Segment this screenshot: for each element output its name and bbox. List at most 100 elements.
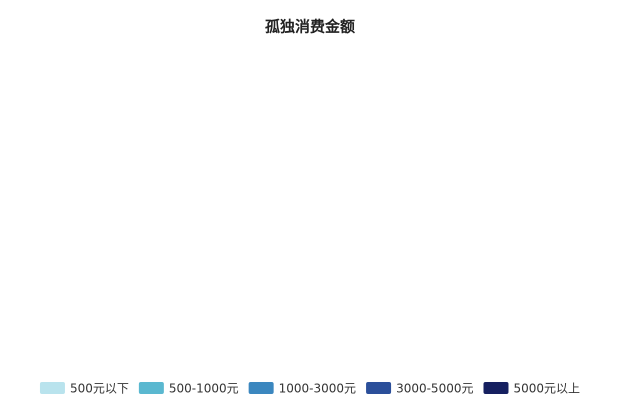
icon-segment: [164, 121, 190, 166]
icon-segment: [314, 310, 340, 355]
icon-segment: [74, 121, 100, 166]
icon-segment: [554, 247, 580, 292]
icon-segment: [74, 58, 100, 103]
icon-segment: [14, 121, 40, 166]
legend-label: 1000-3000元: [279, 382, 356, 396]
icon-segment: [194, 184, 220, 229]
legend-swatch: [39, 382, 65, 394]
icon-grid: [14, 58, 610, 355]
icon-segment: [134, 247, 160, 292]
icon-segment: [44, 247, 70, 292]
legend-label: 500-1000元: [169, 382, 239, 396]
icon-segment: [104, 310, 130, 355]
icon-segment: [224, 247, 250, 292]
legend-swatch: [483, 382, 509, 394]
icon-segment: [254, 184, 280, 229]
icon-segment: [104, 184, 130, 229]
icon-segment: [314, 247, 340, 292]
legend-swatch: [366, 382, 392, 394]
icon-segment: [326, 58, 340, 103]
icon-segment: [404, 121, 430, 166]
icon-segment: [344, 121, 370, 166]
legend: 500元以下 500-1000元 1000-3000元 3000-5000元 5000元…: [39, 382, 580, 396]
icon-segment: [194, 310, 220, 355]
icon-segment: [554, 310, 580, 355]
icon-segment: [584, 58, 610, 103]
icon-segment: [464, 247, 490, 292]
icon-segment: [284, 184, 310, 229]
icon-segment: [134, 121, 160, 166]
icon-segment: [284, 310, 310, 355]
icon-segment: [524, 247, 550, 292]
icon-segment: [464, 121, 490, 166]
icon-segment: [164, 310, 190, 355]
icon-segment: [314, 58, 328, 103]
icon-segment: [344, 184, 370, 229]
icon-segment: [134, 310, 160, 355]
icon-segment: [404, 184, 430, 229]
icon-segment: [14, 184, 40, 229]
icon-segment: [404, 247, 430, 292]
icon-segment: [344, 247, 370, 292]
icon-segment: [374, 310, 400, 355]
icon-segment: [224, 310, 250, 355]
chart-title: 孤独消费金额: [265, 18, 355, 36]
icon-segment: [494, 310, 520, 355]
icon-segment: [494, 58, 520, 103]
icon-segment: [314, 184, 340, 229]
icon-segment: [374, 247, 400, 292]
icon-segment: [44, 121, 70, 166]
legend-swatch: [248, 382, 274, 394]
icon-segment: [494, 184, 520, 229]
icon-segment: [104, 121, 130, 166]
icon-segment: [524, 58, 550, 103]
icon-segment: [284, 247, 310, 292]
icon-segment: [314, 121, 340, 166]
icon-segment: [44, 184, 70, 229]
icon-segment: [284, 121, 310, 166]
icon-segment: [434, 121, 460, 166]
icon-segment: [524, 184, 550, 229]
icon-segment: [164, 247, 190, 292]
icon-segment: [254, 247, 280, 292]
icon-segment: [596, 310, 610, 355]
icon-segment: [554, 184, 580, 229]
icon-segment: [374, 121, 400, 166]
icon-segment: [224, 58, 250, 103]
icon-segment: [134, 58, 160, 103]
icon-segment: [164, 184, 190, 229]
icon-segment: [254, 58, 280, 103]
icon-segment: [524, 121, 550, 166]
legend-swatch: [138, 382, 164, 394]
icon-segment: [134, 184, 160, 229]
icon-segment: [374, 184, 400, 229]
icon-segment: [164, 58, 190, 103]
icon-segment: [374, 58, 400, 103]
icon-segment: [254, 310, 280, 355]
icon-segment: [464, 184, 490, 229]
icon-segment: [464, 58, 490, 103]
icon-segment: [224, 121, 250, 166]
icon-segment: [14, 58, 40, 103]
icon-segment: [404, 58, 430, 103]
icon-segment: [344, 310, 370, 355]
icon-segment: [104, 247, 130, 292]
legend-label: 500元以下: [70, 382, 129, 396]
icon-segment: [584, 310, 598, 355]
legend-label: 5000元以上: [513, 382, 580, 396]
icon-segment: [194, 58, 220, 103]
icon-segment: [584, 184, 610, 229]
icon-segment: [194, 121, 220, 166]
icon-segment: [44, 310, 70, 355]
icon-segment: [584, 247, 610, 292]
icon-segment: [554, 121, 580, 166]
icon-segment: [434, 310, 460, 355]
icon-segment: [284, 58, 310, 103]
icon-segment: [344, 58, 370, 103]
icon-segment: [194, 247, 220, 292]
icon-segment: [434, 247, 460, 292]
icon-segment: [224, 184, 250, 229]
icon-segment: [44, 58, 70, 103]
icon-segment: [74, 310, 100, 355]
